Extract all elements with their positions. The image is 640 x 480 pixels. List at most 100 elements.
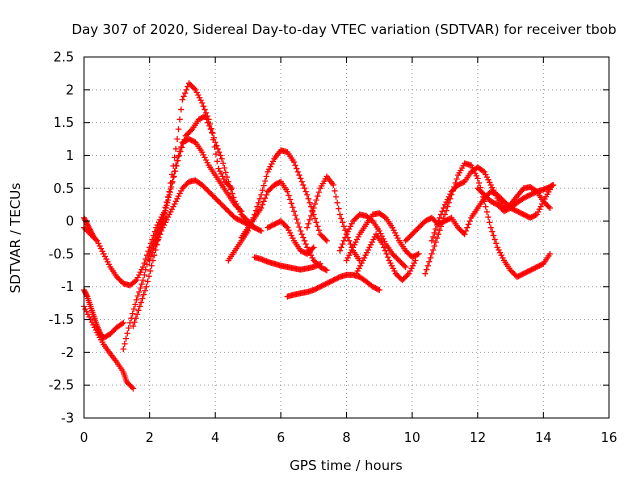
series-arc-16 [343, 210, 422, 264]
data-point [268, 184, 275, 191]
data-point [354, 236, 360, 243]
data-point [436, 220, 443, 227]
y-tick-label: 0.5 [53, 182, 74, 197]
data-point [242, 220, 249, 227]
data-point [92, 236, 99, 243]
data-point [402, 247, 409, 254]
data-point [455, 181, 462, 188]
data-point [495, 202, 502, 209]
x-tick-label: 16 [601, 431, 618, 446]
data-point [84, 228, 91, 235]
data-point [178, 144, 185, 151]
data-point [474, 185, 481, 192]
data-point [428, 214, 435, 221]
data-point [308, 246, 315, 253]
data-point [477, 187, 484, 194]
data-point [169, 178, 176, 185]
data-point [176, 116, 183, 123]
data-point [188, 82, 195, 89]
data-point [134, 292, 141, 299]
data-point [197, 115, 204, 122]
data-point [523, 193, 530, 200]
data-point [403, 273, 410, 280]
data-point [144, 278, 151, 285]
data-point [291, 159, 297, 166]
data-point [183, 137, 190, 144]
data-point [201, 113, 208, 120]
data-point [313, 219, 320, 226]
data-point [522, 194, 528, 201]
data-point [358, 260, 365, 267]
data-point [485, 214, 492, 221]
data-point [228, 210, 234, 217]
data-point [491, 236, 498, 243]
data-point [189, 84, 196, 91]
data-point [292, 212, 299, 219]
data-point [199, 114, 206, 121]
x-tick-label: 12 [469, 431, 486, 446]
data-point [293, 216, 300, 223]
data-point [119, 320, 126, 327]
data-point [371, 233, 378, 240]
data-point [529, 213, 536, 220]
data-point [100, 250, 107, 257]
data-point [435, 231, 442, 238]
data-point [340, 223, 347, 230]
data-point [310, 287, 317, 294]
data-point [306, 248, 313, 255]
data-point [392, 229, 399, 236]
data-point [180, 93, 187, 100]
data-point [104, 258, 111, 265]
axis-ticks [83, 56, 610, 419]
data-point [264, 188, 271, 195]
data-point [430, 216, 437, 223]
data-point [355, 233, 362, 240]
data-point [142, 266, 149, 273]
data-point [258, 227, 265, 234]
data-point [95, 240, 102, 247]
data-point [404, 271, 411, 278]
data-point [522, 269, 528, 276]
data-point [287, 229, 294, 236]
data-point [280, 220, 287, 227]
data-point [147, 240, 154, 247]
data-point [171, 201, 178, 208]
data-point [146, 250, 153, 257]
data-point [233, 202, 240, 209]
data-point [550, 181, 557, 188]
data-point [145, 273, 152, 280]
data-point [284, 224, 291, 231]
data-point [151, 228, 158, 235]
data-point [140, 291, 147, 298]
data-point [266, 166, 273, 173]
data-point [116, 276, 123, 283]
data-point [304, 191, 311, 198]
data-point [289, 204, 296, 211]
y-tick-label: -2.5 [49, 379, 74, 394]
data-point [301, 185, 308, 192]
data-point [515, 208, 522, 215]
data-point [406, 251, 413, 258]
data-point [211, 143, 218, 150]
data-point [375, 286, 381, 293]
data-point [317, 231, 324, 238]
data-point [288, 232, 295, 239]
data-point [502, 207, 509, 214]
data-point [528, 266, 535, 273]
data-point [410, 229, 417, 236]
data-point [511, 271, 518, 278]
data-point [132, 278, 139, 285]
data-point [259, 187, 266, 194]
data-point [161, 210, 168, 217]
data-point [178, 106, 185, 113]
data-point [229, 190, 236, 197]
data-point [159, 218, 166, 225]
data-point [334, 199, 341, 206]
data-point [297, 247, 304, 254]
data-point [142, 287, 149, 294]
data-point [388, 262, 395, 269]
data-point [298, 231, 305, 238]
data-point [493, 240, 500, 247]
data-point [510, 269, 517, 276]
data-point [529, 190, 536, 197]
